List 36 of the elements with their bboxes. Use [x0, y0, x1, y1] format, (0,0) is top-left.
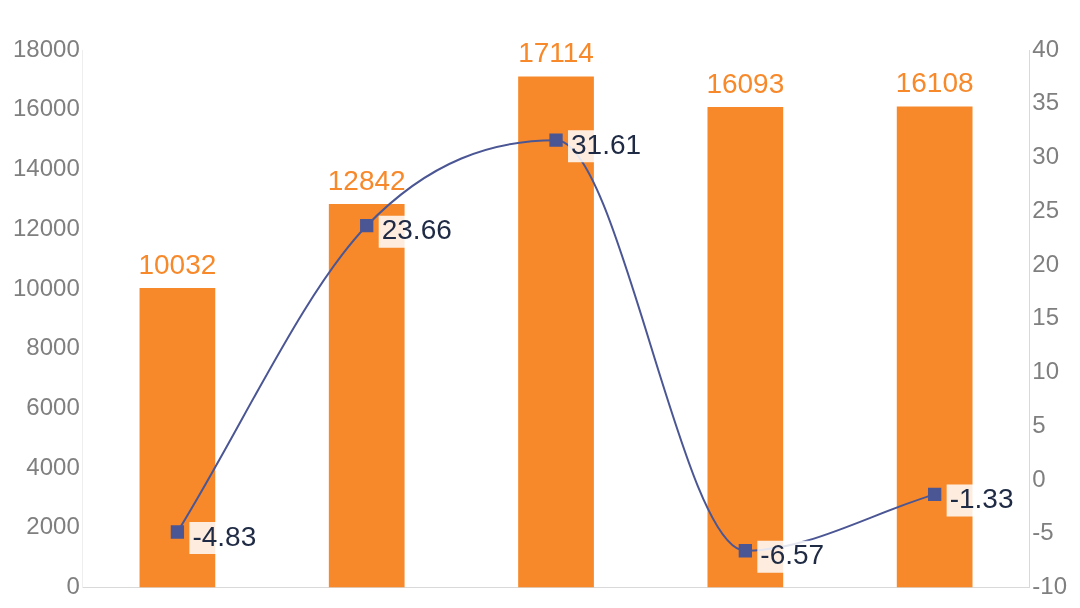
y2-tick-label: 20	[1032, 249, 1060, 277]
data-label: -1.33	[949, 483, 1014, 515]
y-tick-label: 2000	[26, 512, 80, 540]
y-tick-label: 10000	[12, 273, 80, 301]
y-tick-label: 0	[66, 572, 80, 600]
point	[928, 487, 942, 502]
y2-tick-label: 30	[1032, 142, 1060, 170]
y2-tick-label: 15	[1032, 303, 1060, 331]
y-tick-label: 18000	[12, 34, 80, 62]
point	[549, 133, 563, 147]
data-label: -6.57	[760, 539, 825, 571]
data-label: -4.83	[192, 520, 257, 552]
data-label: 16093	[706, 67, 785, 99]
y-tick-label: 16000	[12, 94, 80, 122]
y2-tick-label: 10	[1032, 357, 1060, 385]
y2-tick-label: 5	[1032, 410, 1046, 438]
data-label: 10032	[138, 248, 217, 280]
point	[360, 219, 374, 233]
y-tick-label: 12000	[12, 213, 80, 241]
y2-tick-label: 35	[1032, 88, 1060, 116]
y2-tick-label: 40	[1032, 34, 1060, 62]
y-tick-label: 14000	[12, 154, 80, 182]
y-tick-label: 8000	[26, 333, 80, 361]
data-label: 12842	[327, 164, 406, 196]
y2-tick-label: -10	[1032, 572, 1067, 600]
point	[738, 544, 752, 558]
data-label: 17114	[518, 37, 594, 69]
data-label: 16108	[895, 67, 974, 99]
data-label: 23.66	[381, 214, 452, 246]
y2-tick-label: 25	[1032, 195, 1060, 223]
y2-tick-label: -5	[1032, 518, 1054, 546]
y2-tick-label: 0	[1032, 464, 1046, 492]
point	[170, 525, 185, 539]
y-tick-label: 4000	[26, 452, 80, 480]
y-tick-label: 6000	[26, 393, 80, 421]
data-label: 31.61	[571, 128, 642, 160]
